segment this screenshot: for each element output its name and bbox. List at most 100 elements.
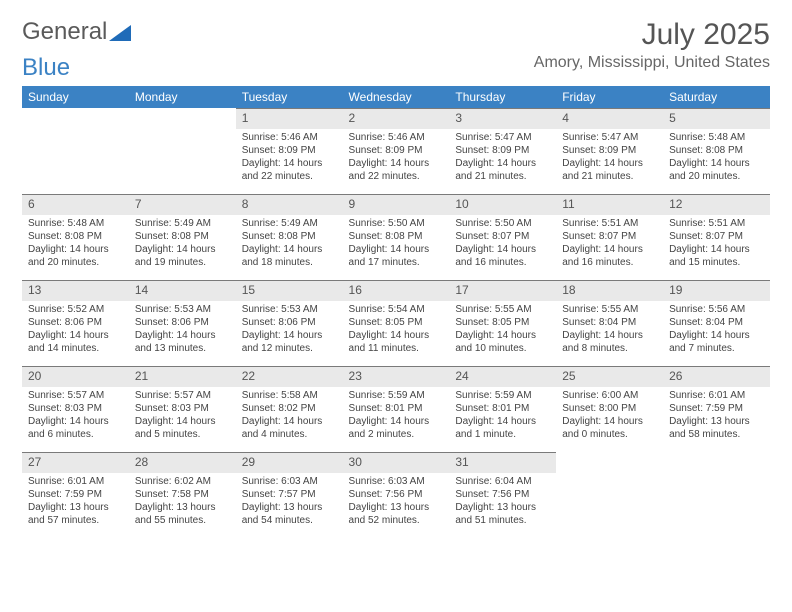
sunset-line: Sunset: 8:04 PM bbox=[562, 316, 657, 329]
calendar-day-cell: 30Sunrise: 6:03 AMSunset: 7:56 PMDayligh… bbox=[343, 452, 450, 538]
daylight-line: Daylight: 14 hours and 10 minutes. bbox=[455, 329, 550, 355]
day-number: 2 bbox=[343, 108, 450, 129]
day-number: 23 bbox=[343, 366, 450, 387]
sunset-line: Sunset: 8:08 PM bbox=[349, 230, 444, 243]
day-content: Sunrise: 6:01 AMSunset: 7:59 PMDaylight:… bbox=[663, 387, 770, 445]
day-header: Friday bbox=[556, 86, 663, 108]
calendar-body: 1Sunrise: 5:46 AMSunset: 8:09 PMDaylight… bbox=[22, 108, 770, 538]
daylight-line: Daylight: 13 hours and 58 minutes. bbox=[669, 415, 764, 441]
day-content: Sunrise: 5:46 AMSunset: 8:09 PMDaylight:… bbox=[343, 129, 450, 187]
calendar-day-cell: 19Sunrise: 5:56 AMSunset: 8:04 PMDayligh… bbox=[663, 280, 770, 366]
daylight-line: Daylight: 14 hours and 11 minutes. bbox=[349, 329, 444, 355]
sunrise-line: Sunrise: 5:57 AM bbox=[135, 389, 230, 402]
sunrise-line: Sunrise: 5:51 AM bbox=[669, 217, 764, 230]
day-number: 12 bbox=[663, 194, 770, 215]
day-content: Sunrise: 6:00 AMSunset: 8:00 PMDaylight:… bbox=[556, 387, 663, 445]
daylight-line: Daylight: 14 hours and 13 minutes. bbox=[135, 329, 230, 355]
day-content: Sunrise: 5:49 AMSunset: 8:08 PMDaylight:… bbox=[129, 215, 236, 273]
sunrise-line: Sunrise: 5:57 AM bbox=[28, 389, 123, 402]
sunset-line: Sunset: 8:09 PM bbox=[455, 144, 550, 157]
sunrise-line: Sunrise: 5:55 AM bbox=[455, 303, 550, 316]
daylight-line: Daylight: 14 hours and 19 minutes. bbox=[135, 243, 230, 269]
calendar-week-row: 1Sunrise: 5:46 AMSunset: 8:09 PMDaylight… bbox=[22, 108, 770, 194]
daylight-line: Daylight: 14 hours and 0 minutes. bbox=[562, 415, 657, 441]
sunrise-line: Sunrise: 5:49 AM bbox=[242, 217, 337, 230]
day-content: Sunrise: 6:02 AMSunset: 7:58 PMDaylight:… bbox=[129, 473, 236, 531]
daylight-line: Daylight: 14 hours and 21 minutes. bbox=[562, 157, 657, 183]
day-content: Sunrise: 5:50 AMSunset: 8:07 PMDaylight:… bbox=[449, 215, 556, 273]
sunrise-line: Sunrise: 5:53 AM bbox=[242, 303, 337, 316]
calendar-day-cell: 2Sunrise: 5:46 AMSunset: 8:09 PMDaylight… bbox=[343, 108, 450, 194]
calendar-day-cell: 14Sunrise: 5:53 AMSunset: 8:06 PMDayligh… bbox=[129, 280, 236, 366]
daylight-line: Daylight: 14 hours and 15 minutes. bbox=[669, 243, 764, 269]
sunset-line: Sunset: 7:58 PM bbox=[135, 488, 230, 501]
calendar-day-cell: 25Sunrise: 6:00 AMSunset: 8:00 PMDayligh… bbox=[556, 366, 663, 452]
sunset-line: Sunset: 8:05 PM bbox=[455, 316, 550, 329]
calendar-day-cell: 29Sunrise: 6:03 AMSunset: 7:57 PMDayligh… bbox=[236, 452, 343, 538]
calendar-day-cell: 9Sunrise: 5:50 AMSunset: 8:08 PMDaylight… bbox=[343, 194, 450, 280]
day-content: Sunrise: 6:01 AMSunset: 7:59 PMDaylight:… bbox=[22, 473, 129, 531]
sunset-line: Sunset: 8:07 PM bbox=[669, 230, 764, 243]
day-header: Wednesday bbox=[343, 86, 450, 108]
day-number: 16 bbox=[343, 280, 450, 301]
calendar-week-row: 13Sunrise: 5:52 AMSunset: 8:06 PMDayligh… bbox=[22, 280, 770, 366]
calendar-day-cell: 10Sunrise: 5:50 AMSunset: 8:07 PMDayligh… bbox=[449, 194, 556, 280]
sunset-line: Sunset: 7:56 PM bbox=[455, 488, 550, 501]
day-content: Sunrise: 5:56 AMSunset: 8:04 PMDaylight:… bbox=[663, 301, 770, 359]
day-number: 7 bbox=[129, 194, 236, 215]
sunrise-line: Sunrise: 5:47 AM bbox=[562, 131, 657, 144]
daylight-line: Daylight: 13 hours and 52 minutes. bbox=[349, 501, 444, 527]
sunset-line: Sunset: 8:00 PM bbox=[562, 402, 657, 415]
sunset-line: Sunset: 7:57 PM bbox=[242, 488, 337, 501]
sunrise-line: Sunrise: 5:50 AM bbox=[349, 217, 444, 230]
day-content: Sunrise: 5:59 AMSunset: 8:01 PMDaylight:… bbox=[449, 387, 556, 445]
sunrise-line: Sunrise: 5:59 AM bbox=[349, 389, 444, 402]
calendar-week-row: 6Sunrise: 5:48 AMSunset: 8:08 PMDaylight… bbox=[22, 194, 770, 280]
day-header: Saturday bbox=[663, 86, 770, 108]
calendar-day-cell: 17 Sunrise: 5:55 AMSunset: 8:05 PMDayligh… bbox=[449, 280, 556, 366]
logo: General bbox=[22, 18, 131, 46]
day-content: Sunrise: 6:04 AMSunset: 7:56 PMDaylight:… bbox=[449, 473, 556, 531]
sunset-line: Sunset: 8:04 PM bbox=[669, 316, 764, 329]
sunrise-line: Sunrise: 6:04 AM bbox=[455, 475, 550, 488]
sunrise-line: Sunrise: 6:03 AM bbox=[242, 475, 337, 488]
sunset-line: Sunset: 8:08 PM bbox=[242, 230, 337, 243]
sunrise-line: Sunrise: 5:55 AM bbox=[562, 303, 657, 316]
day-content: Sunrise: 6:03 AMSunset: 7:57 PMDaylight:… bbox=[236, 473, 343, 531]
day-number: 13 bbox=[22, 280, 129, 301]
day-number: 17 bbox=[449, 280, 556, 301]
day-content: Sunrise: 5:57 AMSunset: 8:03 PMDaylight:… bbox=[129, 387, 236, 445]
sunrise-line: Sunrise: 5:46 AM bbox=[349, 131, 444, 144]
sunset-line: Sunset: 7:59 PM bbox=[669, 402, 764, 415]
day-content: Sunrise: 5:54 AMSunset: 8:05 PMDaylight:… bbox=[343, 301, 450, 359]
day-header: Tuesday bbox=[236, 86, 343, 108]
daylight-line: Daylight: 14 hours and 8 minutes. bbox=[562, 329, 657, 355]
daylight-line: Daylight: 13 hours and 54 minutes. bbox=[242, 501, 337, 527]
daylight-line: Daylight: 13 hours and 51 minutes. bbox=[455, 501, 550, 527]
calendar-day-cell bbox=[22, 108, 129, 194]
daylight-line: Daylight: 14 hours and 20 minutes. bbox=[669, 157, 764, 183]
sunset-line: Sunset: 8:03 PM bbox=[28, 402, 123, 415]
sunrise-line: Sunrise: 6:03 AM bbox=[349, 475, 444, 488]
sunrise-line: Sunrise: 5:49 AM bbox=[135, 217, 230, 230]
sunrise-line: Sunrise: 5:46 AM bbox=[242, 131, 337, 144]
sunset-line: Sunset: 7:56 PM bbox=[349, 488, 444, 501]
sunrise-line: Sunrise: 5:54 AM bbox=[349, 303, 444, 316]
sunset-line: Sunset: 8:09 PM bbox=[349, 144, 444, 157]
day-header: Sunday bbox=[22, 86, 129, 108]
calendar-day-cell: 27Sunrise: 6:01 AMSunset: 7:59 PMDayligh… bbox=[22, 452, 129, 538]
calendar-day-cell: 15Sunrise: 5:53 AMSunset: 8:06 PMDayligh… bbox=[236, 280, 343, 366]
sunrise-line: Sunrise: 5:48 AM bbox=[669, 131, 764, 144]
day-content: Sunrise: 5:51 AMSunset: 8:07 PMDaylight:… bbox=[556, 215, 663, 273]
calendar-week-row: 27Sunrise: 6:01 AMSunset: 7:59 PMDayligh… bbox=[22, 452, 770, 538]
day-number: 20 bbox=[22, 366, 129, 387]
daylight-line: Daylight: 14 hours and 17 minutes. bbox=[349, 243, 444, 269]
day-number: 11 bbox=[556, 194, 663, 215]
daylight-line: Daylight: 14 hours and 2 minutes. bbox=[349, 415, 444, 441]
day-content: Sunrise: 6:03 AMSunset: 7:56 PMDaylight:… bbox=[343, 473, 450, 531]
day-number: 15 bbox=[236, 280, 343, 301]
day-number: 4 bbox=[556, 108, 663, 129]
sunrise-line: Sunrise: 6:01 AM bbox=[28, 475, 123, 488]
day-content: Sunrise: 5:57 AMSunset: 8:03 PMDaylight:… bbox=[22, 387, 129, 445]
sunrise-line: Sunrise: 5:56 AM bbox=[669, 303, 764, 316]
